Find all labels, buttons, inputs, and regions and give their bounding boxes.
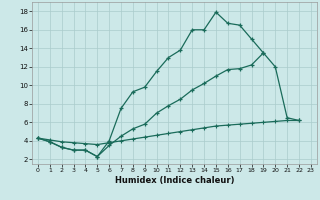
X-axis label: Humidex (Indice chaleur): Humidex (Indice chaleur) bbox=[115, 176, 234, 185]
